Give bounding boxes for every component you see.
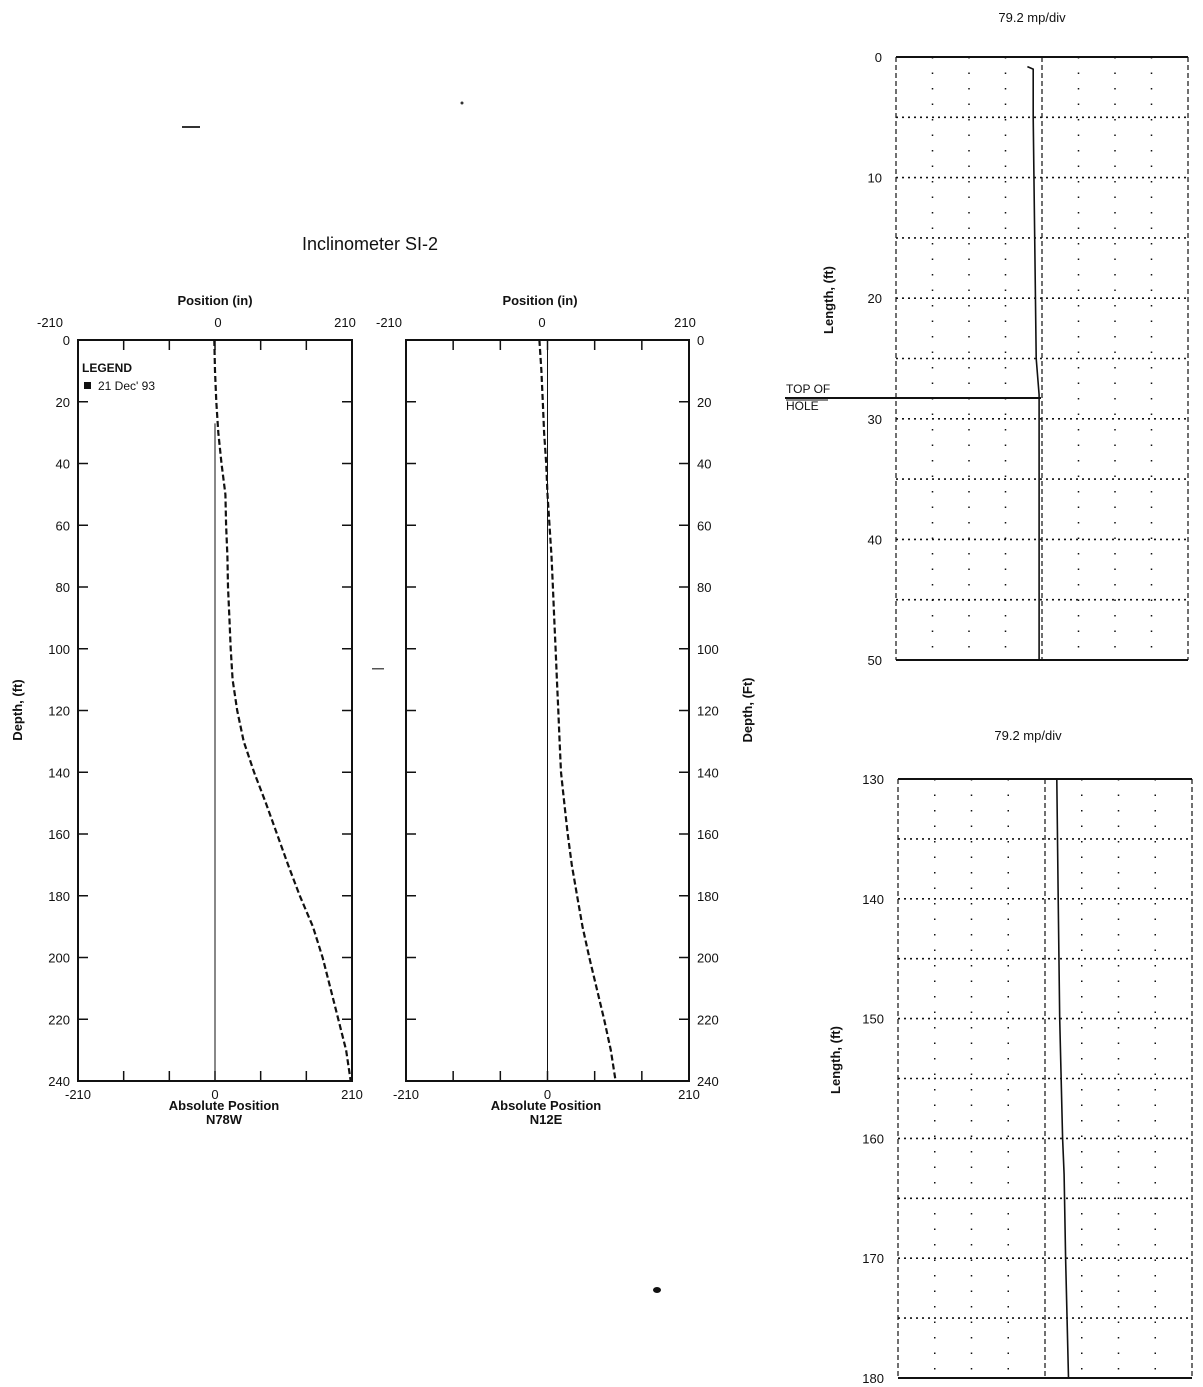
lower-log-y-axis-title: Length, (ft) bbox=[828, 1026, 843, 1094]
lower-ytick-label: 160 bbox=[862, 1131, 884, 1146]
top-tick-left-min: -210 bbox=[37, 315, 63, 330]
upper-ytick-label: 0 bbox=[875, 50, 882, 65]
top-tick-mid-zero: 0 bbox=[538, 315, 545, 330]
left-xtick-label: -210 bbox=[65, 1087, 91, 1102]
lower-log-trace bbox=[1056, 778, 1070, 1379]
left-ytick-label: 120 bbox=[48, 704, 70, 719]
left-ytick-label: 60 bbox=[56, 518, 70, 533]
left-ytick-label: 220 bbox=[48, 1012, 70, 1027]
mid-xtick-label: 210 bbox=[678, 1087, 700, 1102]
top-of-hole-label-1: TOP OF bbox=[786, 382, 830, 396]
top-tick-mid-max: 210 bbox=[674, 315, 696, 330]
top-tick-mid-min: -210 bbox=[376, 315, 402, 330]
left-ytick-label: 0 bbox=[63, 333, 70, 348]
mid-ytick-label: 220 bbox=[697, 1012, 719, 1027]
lower-ytick-label: 150 bbox=[862, 1012, 884, 1027]
upper-log-panel: 79.2 mp/div 0 10 20 30 40 50 TOP OF HOLE Leng… bbox=[785, 10, 1189, 668]
mid-ytick-label: 180 bbox=[697, 889, 719, 904]
top-axis-title-mid: Position (in) bbox=[502, 293, 577, 308]
left-ytick-label: 180 bbox=[48, 889, 70, 904]
mid-ytick-label: 140 bbox=[697, 765, 719, 780]
left-ytick-label: 40 bbox=[56, 457, 70, 472]
mid-ytick-label: 20 bbox=[697, 395, 711, 410]
scan-artifacts bbox=[182, 101, 661, 1293]
left-ytick-label: 160 bbox=[48, 827, 70, 842]
lower-ytick-label: 170 bbox=[862, 1251, 884, 1266]
lower-log-title: 79.2 mp/div bbox=[994, 728, 1062, 743]
upper-ytick-label: 30 bbox=[868, 412, 882, 427]
left-ytick-label: 100 bbox=[48, 642, 70, 657]
top-tick-left-zero: 0 bbox=[214, 315, 221, 330]
upper-log-trace bbox=[1027, 65, 1040, 660]
mid-ytick-label: 80 bbox=[697, 580, 711, 595]
upper-log-title: 79.2 mp/div bbox=[998, 10, 1066, 25]
mid-xtick-label: 0 bbox=[544, 1087, 551, 1102]
upper-ytick-label: 50 bbox=[868, 653, 882, 668]
x-axis-title-left-2: N78W bbox=[206, 1112, 243, 1127]
left-xtick-label: 0 bbox=[211, 1087, 218, 1102]
main-title: Inclinometer SI-2 bbox=[302, 234, 438, 254]
mid-ytick-label: 40 bbox=[697, 457, 711, 472]
legend-title: LEGEND bbox=[82, 361, 132, 375]
inclinometer-n12e-panel: Position (in) -210 0 210 0 20 40 60 80 100 120… bbox=[376, 293, 755, 1127]
y-axis-title-mid: Depth, (Ft) bbox=[740, 678, 755, 743]
left-xtick-label: 210 bbox=[341, 1087, 363, 1102]
x-axis-title-mid-1: Absolute Position bbox=[491, 1098, 602, 1113]
lower-ytick-label: 140 bbox=[862, 892, 884, 907]
mid-ytick-label: 200 bbox=[697, 951, 719, 966]
mid-ytick-label: 240 bbox=[697, 1074, 719, 1089]
mid-ytick-label: 120 bbox=[697, 704, 719, 719]
upper-ytick-label: 10 bbox=[868, 171, 882, 186]
left-ytick-label: 140 bbox=[48, 765, 70, 780]
mid-ytick-label: 0 bbox=[697, 333, 704, 348]
series-line-mid bbox=[538, 339, 617, 1082]
y-axis-title-left: Depth, (ft) bbox=[10, 679, 25, 740]
inclinometer-n78w-panel: Position (in) -210 0 210 0 20 40 60 80 100 120… bbox=[10, 293, 363, 1127]
x-axis-title-mid-2: N12E bbox=[530, 1112, 563, 1127]
upper-ytick-label: 40 bbox=[868, 532, 882, 547]
left-ytick-label: 80 bbox=[56, 580, 70, 595]
left-ytick-label: 200 bbox=[48, 951, 70, 966]
top-axis-title-left: Position (in) bbox=[177, 293, 252, 308]
top-tick-left-max: 210 bbox=[334, 315, 356, 330]
legend-marker bbox=[84, 382, 91, 389]
lower-ytick-label: 130 bbox=[862, 772, 884, 787]
legend-entry: 21 Dec' 93 bbox=[98, 379, 155, 393]
mid-xtick-label: -210 bbox=[393, 1087, 419, 1102]
mid-ytick-label: 60 bbox=[697, 518, 711, 533]
x-axis-title-left-1: Absolute Position bbox=[169, 1098, 280, 1113]
series-line-left bbox=[213, 339, 352, 1082]
left-ytick-label: 240 bbox=[48, 1074, 70, 1089]
left-ytick-label: 20 bbox=[56, 395, 70, 410]
mid-ytick-label: 160 bbox=[697, 827, 719, 842]
mid-ytick-label: 100 bbox=[697, 642, 719, 657]
lower-log-panel: 79.2 mp/div 130 140 150 160 170 180 Length, (… bbox=[828, 728, 1193, 1386]
lower-ytick-label: 180 bbox=[862, 1371, 884, 1386]
top-of-hole-label-2: HOLE bbox=[786, 399, 819, 413]
upper-log-y-axis-title: Length, (ft) bbox=[821, 266, 836, 334]
upper-ytick-label: 20 bbox=[868, 291, 882, 306]
